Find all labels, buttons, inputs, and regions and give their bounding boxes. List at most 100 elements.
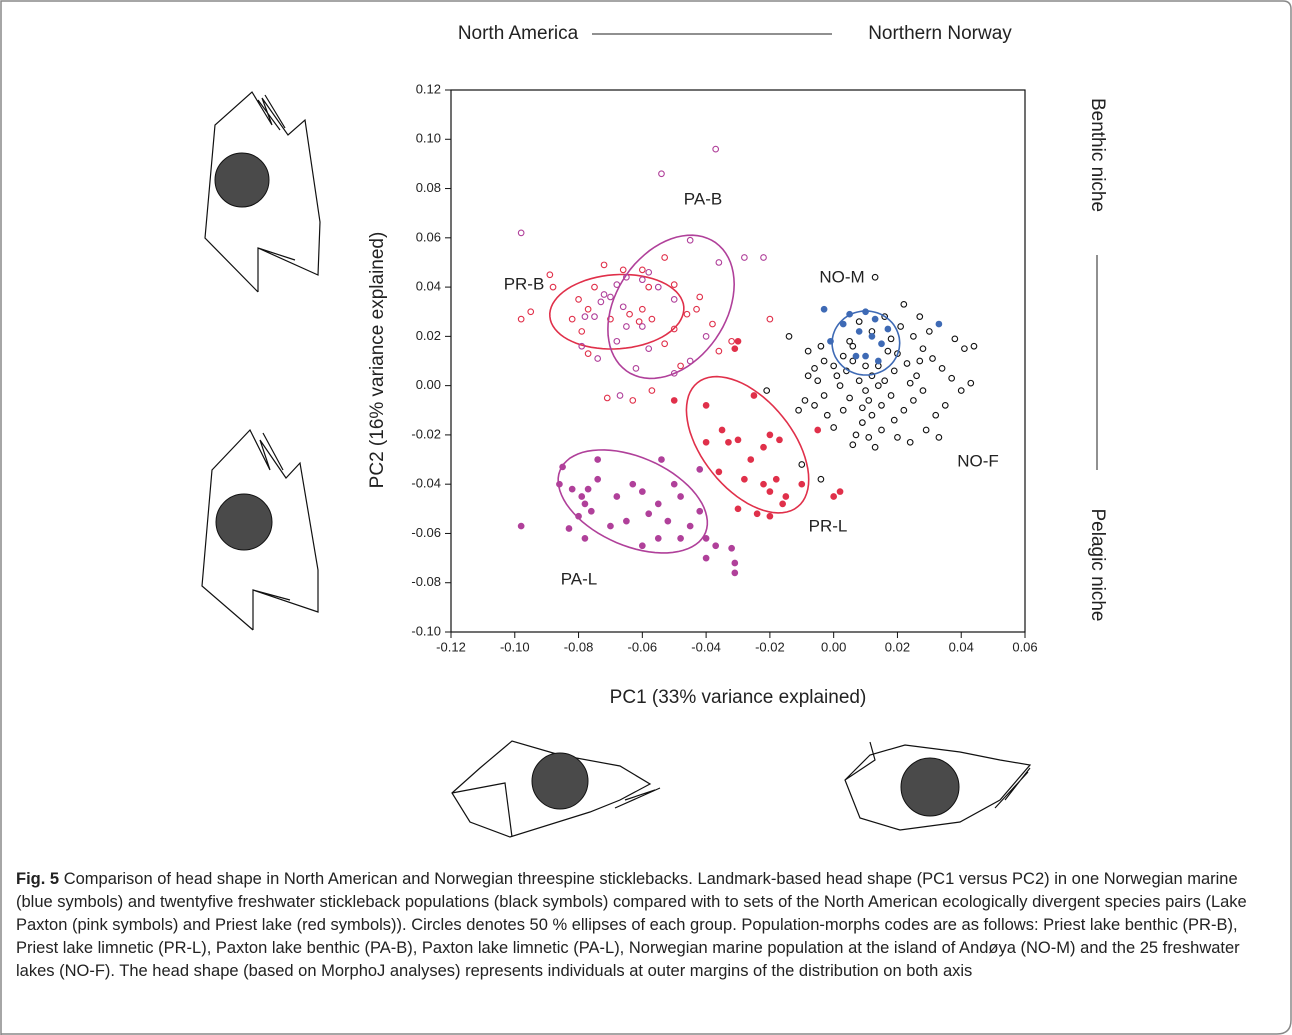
point [654,500,662,508]
point [683,310,691,318]
point [629,480,637,488]
point [709,320,716,328]
point [795,406,802,414]
point [527,308,535,316]
y-tick-label: -0.02 [411,426,441,441]
point [859,404,866,412]
point [715,347,723,355]
caption-label: Fig. 5 [16,870,60,888]
point [638,323,646,330]
eye [214,152,960,817]
point [702,554,710,562]
point [894,434,901,441]
plot-frame [450,89,1026,633]
point [782,493,790,500]
point [839,320,847,328]
point [862,362,869,370]
top-left-label: North America [458,23,579,44]
point [913,372,920,380]
point [619,266,627,274]
point [584,350,592,357]
point [868,411,876,419]
point [833,372,841,380]
point [836,488,844,495]
point [830,362,838,370]
point [677,493,684,500]
point [798,461,806,468]
point [747,456,755,463]
point [862,387,869,394]
top-right-label: Northern Norway [868,23,1012,44]
point [517,229,525,237]
point [817,475,825,483]
point [935,434,943,441]
x-tick-label: -0.12 [436,639,466,654]
y-tick-label: 0.00 [416,377,441,392]
point [670,325,678,333]
point [823,411,831,419]
x-axis-label: PC1 (33% variance explained) [610,687,867,708]
point [658,456,665,463]
point [855,377,863,385]
point [798,480,806,488]
point [849,342,857,350]
point [696,507,704,515]
x-tick-label: 0.02 [885,639,910,654]
point [916,313,924,321]
point [549,283,557,291]
point [635,318,643,325]
point [855,328,863,335]
point [878,426,885,434]
point [702,438,710,446]
point [906,438,914,446]
point [568,485,576,493]
point [607,293,614,301]
point [632,365,640,372]
y-tick-label: 0.06 [416,229,441,244]
group-label: PR-L [809,516,848,535]
point [677,535,684,542]
point [584,305,592,313]
point [670,480,678,488]
point [932,411,940,419]
point [881,377,889,385]
y-axis-label: PC2 (16% variance explained) [367,232,388,489]
caption-text: Comparison of head shape in North Americ… [16,870,1247,980]
point [836,382,844,389]
point [970,342,978,350]
point [948,374,956,382]
point [868,333,876,340]
ellipse [607,234,736,380]
point [871,443,879,451]
point [839,352,847,360]
point [696,293,704,301]
point [648,387,656,394]
point [670,281,678,288]
point [878,401,885,409]
point [750,392,758,399]
point [874,357,882,365]
point [846,337,853,345]
point [852,431,860,439]
point [862,352,869,360]
point [734,337,742,345]
point [887,335,895,343]
point [712,542,720,550]
point [884,325,892,333]
group-label: PA-L [561,569,598,588]
group-label: PA-B [684,189,722,208]
point [760,254,767,261]
point [575,296,582,303]
point [728,544,735,552]
point [884,347,892,355]
point [578,328,586,335]
point [922,426,930,434]
point [852,352,860,360]
point [820,305,828,313]
point [938,365,946,372]
point [638,305,646,313]
point [712,145,720,153]
point [814,426,822,434]
point [916,357,924,365]
